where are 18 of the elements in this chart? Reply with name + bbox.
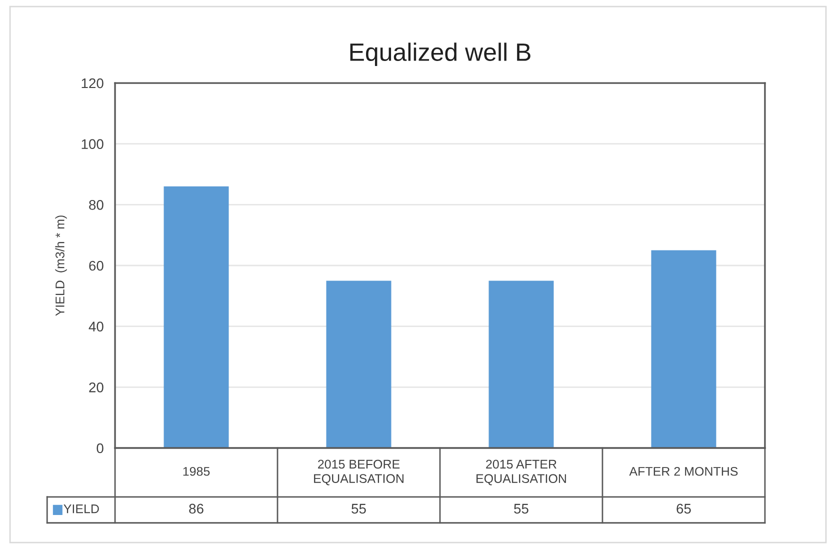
y-tick-label: 0 [96,443,104,454]
y-tick-label: 60 [89,260,104,271]
y-tick-label: 20 [89,382,104,392]
data-label: 55 [514,504,528,514]
x-tick-label: AFTER 2 MONTHS [629,466,738,476]
y-tick-label: 100 [82,139,104,150]
chart-title: Equalized well B [350,42,530,66]
x-tick-label: 2015 BEFORE EQUALISATION [314,460,404,486]
legend-label: YIELD [64,504,99,514]
x-tick-label: 2015 AFTER EQUALISATION [476,460,566,486]
data-label: 55 [352,504,366,514]
y-tick-label: 120 [82,78,104,88]
y-tick-label: 80 [89,200,104,210]
y-axis-title: YIELD (m3/h * m) [55,216,67,316]
data-label: 86 [189,504,204,514]
y-tick-label: 40 [88,322,104,332]
data-label: 65 [676,504,691,514]
x-tick-label: 1985 [183,466,210,476]
